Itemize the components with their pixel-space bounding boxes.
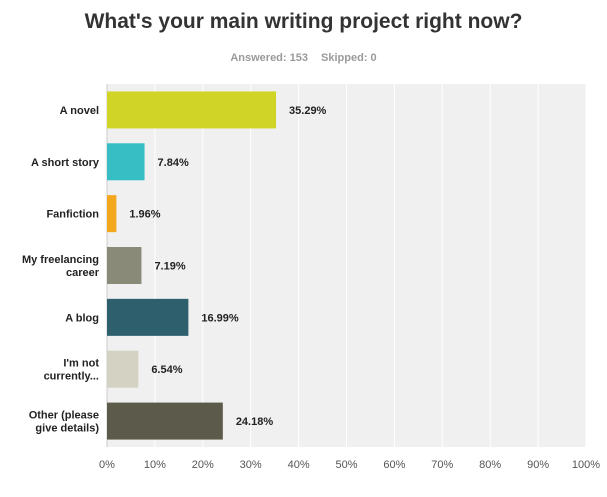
data-label: 35.29% xyxy=(289,105,327,117)
x-tick-label: 90% xyxy=(527,459,549,471)
data-label: 6.54% xyxy=(151,364,182,376)
bar xyxy=(107,402,223,440)
category-label: Other (please give details) xyxy=(29,410,100,435)
bar xyxy=(107,350,139,388)
skipped-count: Skipped: 0 xyxy=(321,52,377,64)
x-tick-label: 0% xyxy=(99,459,115,471)
chart-title: What's your main writing project right n… xyxy=(84,10,523,33)
x-tick-label: 80% xyxy=(479,459,501,471)
bar xyxy=(107,298,189,336)
category-label: A novel xyxy=(60,105,99,117)
x-tick-label: 30% xyxy=(240,459,262,471)
x-tick-label: 100% xyxy=(572,459,600,471)
data-label: 24.18% xyxy=(236,416,274,428)
data-label: 7.19% xyxy=(154,261,185,273)
data-label: 16.99% xyxy=(201,312,239,324)
x-tick-label: 70% xyxy=(431,459,453,471)
category-label: A short story xyxy=(31,157,100,169)
x-tick-label: 50% xyxy=(335,459,357,471)
bar xyxy=(107,247,142,284)
answered-count: Answered: 153 xyxy=(230,52,308,64)
response-summary: Answered: 153 Skipped: 0 xyxy=(0,52,607,64)
category-label: I'm not currently... xyxy=(44,358,100,383)
category-label: A blog xyxy=(65,312,99,324)
category-label: My freelancing career xyxy=(22,254,100,279)
data-label: 7.84% xyxy=(158,157,189,169)
category-label: Fanfiction xyxy=(46,209,99,221)
bar xyxy=(107,143,145,181)
data-label: 1.96% xyxy=(129,209,160,221)
bar xyxy=(107,91,277,129)
x-tick-label: 10% xyxy=(144,459,166,471)
x-tick-label: 60% xyxy=(383,459,405,471)
bar xyxy=(107,195,117,233)
x-tick-label: 20% xyxy=(192,459,214,471)
x-tick-label: 40% xyxy=(288,459,310,471)
